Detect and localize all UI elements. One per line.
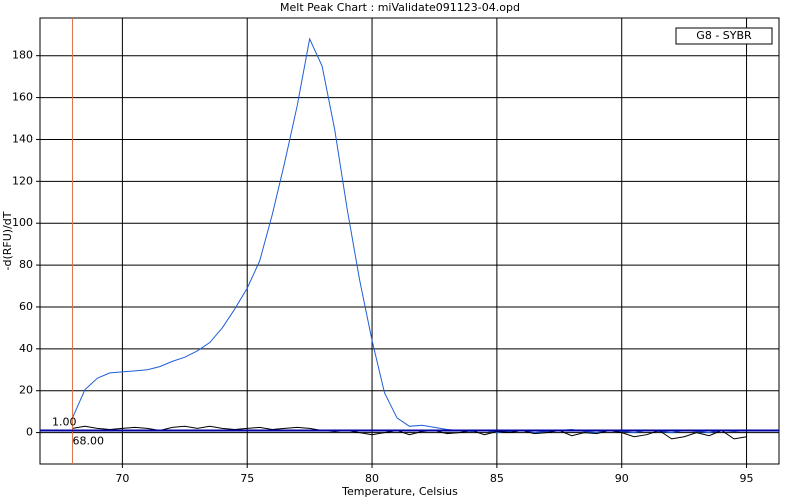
series-line [71, 37, 747, 434]
y-axis-label: -d(RFU)/dT [1, 211, 14, 270]
y-tick-label: 40 [19, 342, 33, 355]
x-axis-label: Temperature, Celsius [341, 485, 458, 498]
x-tick-label: 90 [615, 472, 629, 485]
y-tick-label: 100 [12, 216, 33, 229]
y-tick-label: 0 [26, 426, 33, 439]
chart-title: Melt Peak Chart : miValidate091123-04.op… [280, 1, 520, 14]
x-tick-label: 70 [115, 472, 129, 485]
x-tick-label: 75 [240, 472, 254, 485]
legend-entry: G8 - SYBR [696, 29, 752, 42]
legend-box [675, 27, 773, 45]
threshold-x-label: 68.00 [72, 434, 104, 447]
y-tick-label: 180 [12, 49, 33, 62]
y-tick-label: 60 [19, 300, 33, 313]
plot-frame [39, 17, 780, 465]
x-tick-label: 95 [740, 472, 754, 485]
y-tick-label: 160 [12, 91, 33, 104]
x-tick-label: 80 [365, 472, 379, 485]
y-tick-label: 140 [12, 132, 33, 145]
y-tick-label: 120 [12, 174, 33, 187]
threshold-y-label: 1.00 [52, 415, 77, 428]
y-tick-label: 20 [19, 384, 33, 397]
x-tick-label: 85 [490, 472, 504, 485]
y-tick-label: 80 [19, 258, 33, 271]
series-line [72, 425, 747, 440]
